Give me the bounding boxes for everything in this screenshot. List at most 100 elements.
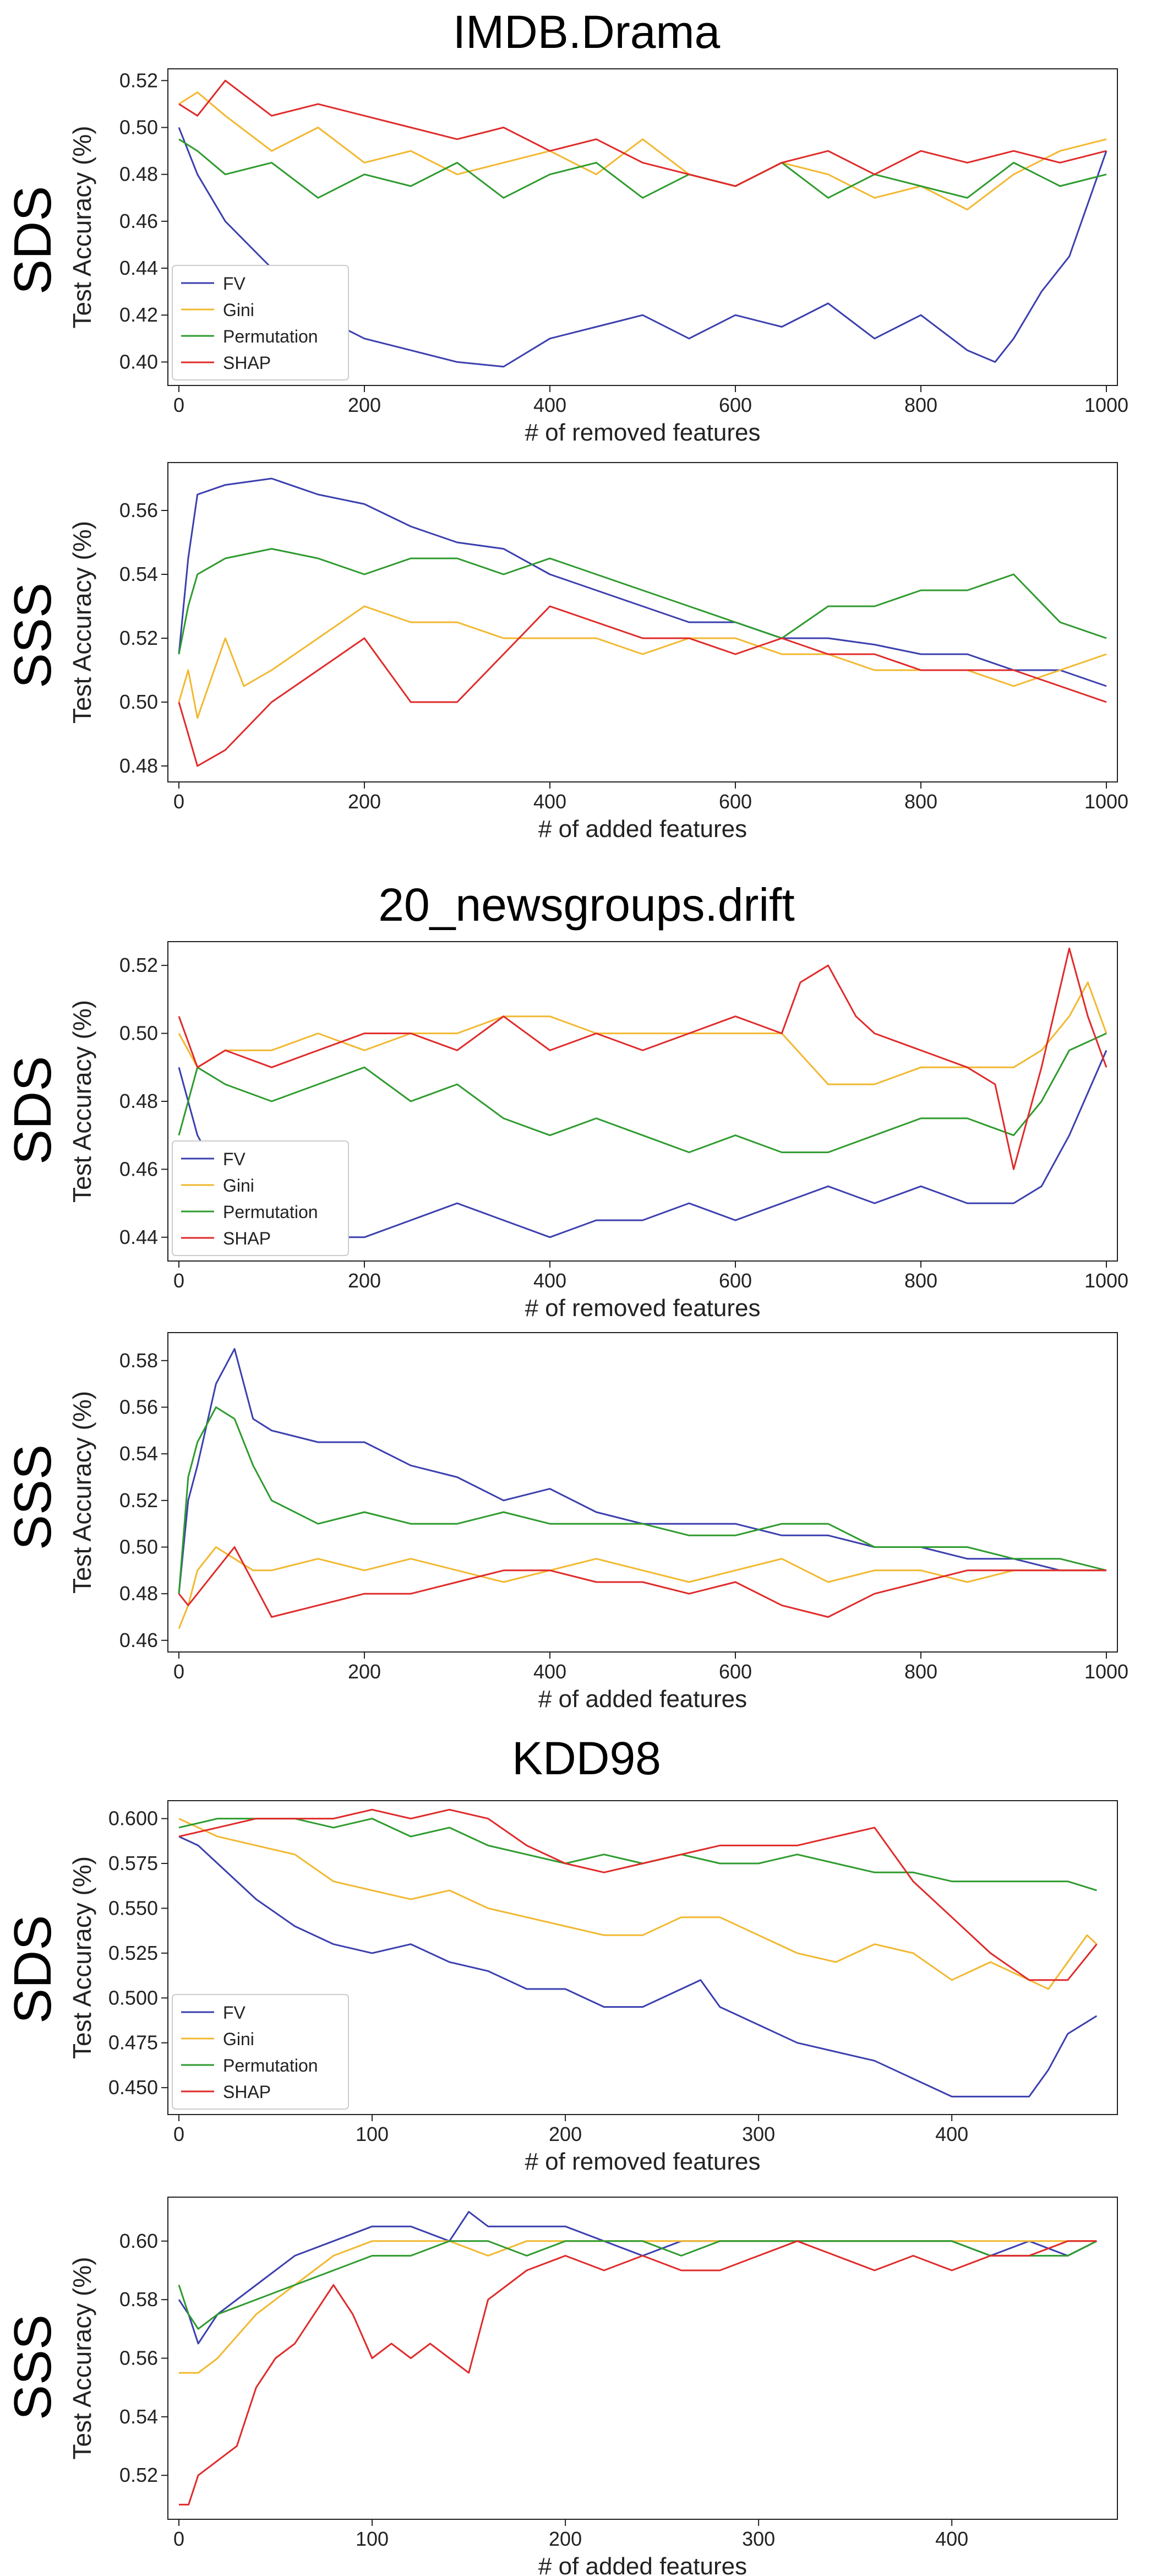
y-tick-label: 0.52 <box>119 69 158 91</box>
x-tick-label: 0 <box>173 2528 184 2550</box>
x-tick-label: 400 <box>533 1269 566 1292</box>
legend-label-shap: SHAP <box>223 2082 271 2102</box>
y-axis-label: Test Accuracy (%) <box>68 2257 96 2459</box>
y-tick-label: 0.475 <box>108 2031 158 2054</box>
chart-panel-6: 0 100 200 300 400 0.52 0.54 0.56 0.58 0.60 # of ad… <box>68 2197 1118 2576</box>
x-tick-label: 200 <box>348 394 381 416</box>
x-tick-label: 200 <box>348 1660 381 1683</box>
y-tick-label: 0.525 <box>108 1942 158 1964</box>
legend-label-gini: Gini <box>223 300 254 320</box>
legend-box <box>172 1140 349 1256</box>
plot-frame <box>167 1332 1118 1653</box>
series-line-gini <box>178 981 1107 1085</box>
y-tick-label: 0.60 <box>119 2230 158 2252</box>
series-line-gini <box>178 91 1107 211</box>
y-tick-label: 0.46 <box>119 1629 158 1651</box>
x-tick-label: 600 <box>719 394 752 416</box>
y-tick-label: 0.52 <box>119 954 158 976</box>
y-tick-label: 0.52 <box>119 627 158 649</box>
y-tick-label: 0.58 <box>119 1349 158 1372</box>
legend-label-permutation: Permutation <box>223 327 318 346</box>
y-axis-label: Test Accuracy (%) <box>68 1391 96 1594</box>
chart-panel-3: 0 200 400 600 800 1000 0.44 0.46 0.48 0.50 0.52 # o… <box>68 941 1128 1322</box>
x-axis-label: # of added features <box>538 1686 747 1713</box>
y-tick-label: 0.58 <box>119 2288 158 2311</box>
y-tick-label: 0.52 <box>119 1489 158 1512</box>
x-tick-label: 600 <box>719 1269 752 1292</box>
x-tick-label: 1000 <box>1084 1269 1128 1292</box>
y-axis-label: Test Accuracy (%) <box>68 1000 96 1203</box>
y-tick-label: 0.44 <box>119 1226 158 1248</box>
y-tick-label: 0.54 <box>119 2405 158 2428</box>
legend-label-permutation: Permutation <box>223 2056 318 2075</box>
section-title-newsgroups: 20_newsgroups.drift <box>378 879 795 931</box>
y-tick-label: 0.48 <box>119 163 158 186</box>
y-tick-label: 0.50 <box>119 691 158 713</box>
x-tick-label: 200 <box>348 1269 381 1292</box>
plot-frame <box>167 462 1118 782</box>
y-tick-label: 0.52 <box>119 2464 158 2486</box>
series-line-shap <box>178 79 1107 187</box>
x-axis-label: # of removed features <box>525 1295 760 1322</box>
y-tick-label: 0.48 <box>119 1090 158 1112</box>
y-tick-label: 0.550 <box>108 1896 158 1919</box>
legend-label-gini: Gini <box>223 2029 254 2049</box>
y-tick-label: 0.40 <box>119 350 158 373</box>
y-tick-label: 0.575 <box>108 1852 158 1874</box>
plot-frame <box>167 2197 1118 2520</box>
chart-panel-2: 0 200 400 600 800 1000 0.48 0.50 0.52 0.54 0.56 # o… <box>68 462 1128 843</box>
y-tick-label: 0.46 <box>119 1157 158 1180</box>
series-line-fv <box>178 477 1107 687</box>
y-tick-label: 0.50 <box>119 116 158 138</box>
x-tick-label: 100 <box>356 2528 389 2550</box>
chart-panel-5: 0 100 200 300 400 0.450 0.475 0.500 0.525 0.550 0.… <box>68 1800 1118 2175</box>
x-axis-label: # of added features <box>538 816 747 843</box>
x-tick-label: 800 <box>904 1660 937 1683</box>
section-title-kdd98: KDD98 <box>512 1732 661 1784</box>
x-tick-label: 0 <box>173 2123 184 2145</box>
legend-label-fv: FV <box>223 1149 246 1169</box>
series-line-permutation <box>178 548 1107 655</box>
x-tick-label: 1000 <box>1084 394 1128 416</box>
x-axis-label: # of added features <box>538 2553 747 2576</box>
y-tick-label: 0.50 <box>119 1535 158 1558</box>
legend-box <box>172 1994 349 2110</box>
x-tick-label: 400 <box>935 2528 968 2550</box>
series-line-shap <box>178 1546 1106 1618</box>
x-tick-label: 400 <box>533 394 566 416</box>
legend-label-gini: Gini <box>223 1176 254 1195</box>
x-tick-label: 400 <box>935 2123 968 2145</box>
legend-box <box>172 265 349 381</box>
legend-label-fv: FV <box>223 2003 246 2023</box>
x-tick-label: 200 <box>348 790 381 813</box>
y-tick-label: 0.50 <box>119 1022 158 1045</box>
x-tick-label: 800 <box>904 394 937 416</box>
legend-label-shap: SHAP <box>223 1229 271 1248</box>
series-line-shap <box>178 947 1107 1170</box>
y-tick-label: 0.600 <box>108 1807 158 1830</box>
x-tick-label: 800 <box>904 790 937 813</box>
y-tick-label: 0.56 <box>119 1395 158 1418</box>
series-line-permutation <box>178 1406 1107 1594</box>
y-tick-label: 0.54 <box>119 1442 158 1465</box>
x-tick-label: 600 <box>719 790 752 813</box>
chart-panel-4: 0 200 400 600 800 1000 0.46 0.48 0.50 0.52 0.54 0.5… <box>68 1332 1128 1713</box>
x-axis-label: # of removed features <box>525 419 760 446</box>
x-tick-label: 1000 <box>1084 1660 1128 1683</box>
x-tick-label: 400 <box>533 790 566 813</box>
series-line-permutation <box>178 1032 1107 1154</box>
chart-panel-1: 0 200 400 600 800 1000 0.40 0.42 0.44 0.46 0.48 0.5… <box>68 68 1128 446</box>
series-line-shap <box>178 1808 1098 1981</box>
y-tick-label: 0.48 <box>119 754 158 777</box>
y-tick-label: 0.450 <box>108 2076 158 2099</box>
series-line-gini <box>178 1818 1098 1990</box>
x-tick-label: 200 <box>549 2528 582 2550</box>
legend-label-fv: FV <box>223 274 246 294</box>
x-tick-label: 0 <box>173 1660 184 1683</box>
y-tick-label: 0.42 <box>119 303 158 326</box>
y-tick-label: 0.44 <box>119 257 158 279</box>
x-tick-label: 200 <box>549 2123 582 2145</box>
x-tick-label: 100 <box>356 2123 389 2145</box>
y-axis-label: Test Accuracy (%) <box>68 1856 96 2059</box>
